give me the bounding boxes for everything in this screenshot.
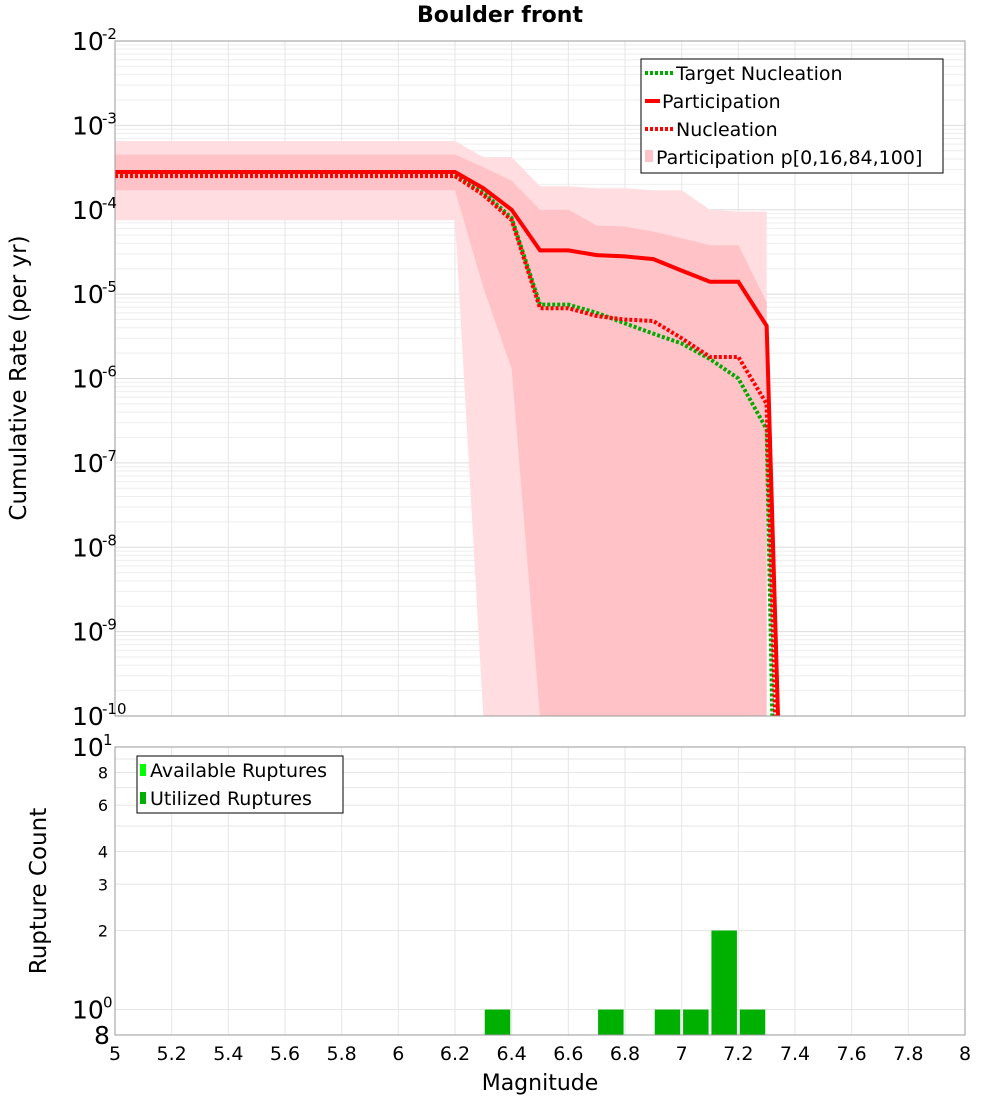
top-legend: Target Nucleation Participation Nucleati… <box>640 58 944 174</box>
x-tick-label: 6.6 <box>553 1043 583 1065</box>
y-tick-label: 10-9 <box>72 616 117 647</box>
y-tick-base: 10 <box>72 196 104 225</box>
bottom-y-minor-tick-label: 6 <box>98 796 108 815</box>
y-tick-label: 10-2 <box>72 25 117 56</box>
x-tick-label: 8 <box>959 1043 971 1065</box>
bottom-legend-box <box>136 755 344 814</box>
legend-box <box>640 58 944 174</box>
y-tick-label: 10-5 <box>72 278 117 309</box>
bottom-y-tick-label: 8 <box>94 1021 110 1050</box>
legend-label-utilized-ruptures: Utilized Ruptures <box>150 788 312 810</box>
y-tick-base: 10 <box>72 280 104 309</box>
bottom-legend: Available Ruptures Utilized Ruptures <box>136 755 344 814</box>
x-tick-label: 7.8 <box>893 1043 923 1065</box>
y-tick-label: 10-3 <box>72 109 117 140</box>
y-tick-label: 10-8 <box>72 531 117 562</box>
y-tick-exponent: -3 <box>102 109 117 127</box>
y-tick-base: 10 <box>72 533 104 562</box>
x-tick-label: 5 <box>109 1043 121 1065</box>
x-tick-label: 5.4 <box>213 1043 243 1065</box>
rupture-count-bar <box>654 1009 681 1035</box>
bottom-plot-frame <box>114 746 966 1036</box>
rupture-count-bar <box>598 1009 624 1035</box>
x-tick-label: 7.6 <box>837 1043 867 1065</box>
chart-title: Boulder front <box>417 3 583 28</box>
bottom-bars <box>484 930 766 1035</box>
bottom-y-minor-tick-label: 8 <box>98 763 108 782</box>
y-tick-label: 10-6 <box>72 363 117 394</box>
x-tick-label: 7.4 <box>780 1043 810 1065</box>
y-tick-exponent: -2 <box>102 25 117 43</box>
x-tick-label: 6 <box>392 1043 404 1065</box>
y-tick-label: 10-10 <box>72 700 127 731</box>
bottom-y-tick-base: 10 <box>72 733 104 762</box>
legend-label-available-ruptures: Available Ruptures <box>150 760 327 782</box>
participation-band-inner <box>115 154 767 716</box>
bottom-y-tick-base: 10 <box>72 996 104 1025</box>
y-tick-base: 10 <box>72 618 104 647</box>
rupture-count-bar <box>484 1009 511 1035</box>
bottom-y-minor-tick-label: 3 <box>98 875 108 894</box>
y-tick-exponent: -8 <box>102 531 117 549</box>
y-tick-exponent: -5 <box>102 278 117 296</box>
legend-label-nucleation: Nucleation <box>676 119 778 141</box>
legend-label-target-nucleation: Target Nucleation <box>675 63 843 85</box>
top-bands <box>115 141 767 717</box>
top-series <box>115 170 780 717</box>
legend-label-participation: Participation <box>662 91 781 113</box>
legend-swatch-participation-bands <box>645 150 653 162</box>
x-tick-label: 6.8 <box>610 1043 640 1065</box>
top-plot-frame <box>114 40 966 717</box>
y-tick-label: 10-4 <box>72 194 117 225</box>
x-tick-label: 5.6 <box>270 1043 300 1065</box>
x-tick-label: 7.2 <box>723 1043 753 1065</box>
rupture-count-bar <box>711 930 737 1035</box>
x-tick-label: 6.4 <box>497 1043 527 1065</box>
y-tick-exponent: -6 <box>102 363 117 381</box>
x-tick-label: 6.2 <box>440 1043 470 1065</box>
x-tick-label: 5.8 <box>327 1043 357 1065</box>
series-line-nucleation <box>115 174 778 717</box>
legend-swatch-utilized-ruptures <box>140 792 146 804</box>
y-tick-base: 10 <box>72 111 104 140</box>
rupture-count-bar <box>739 1009 766 1035</box>
x-axis-label: Magnitude <box>482 1071 599 1096</box>
bottom-y-tick-exponent: 0 <box>103 994 113 1012</box>
bottom-y-axis-label: Rupture Count <box>26 808 52 974</box>
bottom-y-minor-tick-label: 2 <box>98 922 108 941</box>
bottom-y-minor-tick-label: 4 <box>98 842 108 861</box>
y-tick-exponent: -7 <box>102 447 117 465</box>
legend-label-participation-bands: Participation p[0,16,84,100] <box>656 147 922 169</box>
y-tick-exponent: -10 <box>102 700 127 718</box>
legend-swatch-available-ruptures <box>140 764 146 776</box>
y-tick-base: 10 <box>72 449 104 478</box>
y-tick-exponent: -9 <box>102 616 117 634</box>
y-tick-exponent: -4 <box>102 194 117 212</box>
series-line-participation <box>115 170 780 717</box>
bottom-y-tick-exponent: 1 <box>103 731 113 749</box>
top-y-axis-label: Cumulative Rate (per yr) <box>6 235 32 520</box>
y-tick-label: 10-7 <box>72 447 117 478</box>
rupture-count-bar <box>683 1009 709 1035</box>
y-tick-base: 10 <box>72 702 104 731</box>
x-tick-label: 5.2 <box>157 1043 187 1065</box>
bottom-x-ticks: 5 5.2 5.4 5.6 5.8 6 6.2 6.4 6.6 6.8 7 7.2 7.4 7.6 7.8 8 <box>109 1043 971 1065</box>
y-tick-base: 10 <box>72 365 104 394</box>
y-tick-base: 10 <box>72 27 104 56</box>
x-tick-label: 7 <box>676 1043 688 1065</box>
top-y-ticks: 10-210-310-410-510-610-710-810-910-10 <box>72 25 127 731</box>
